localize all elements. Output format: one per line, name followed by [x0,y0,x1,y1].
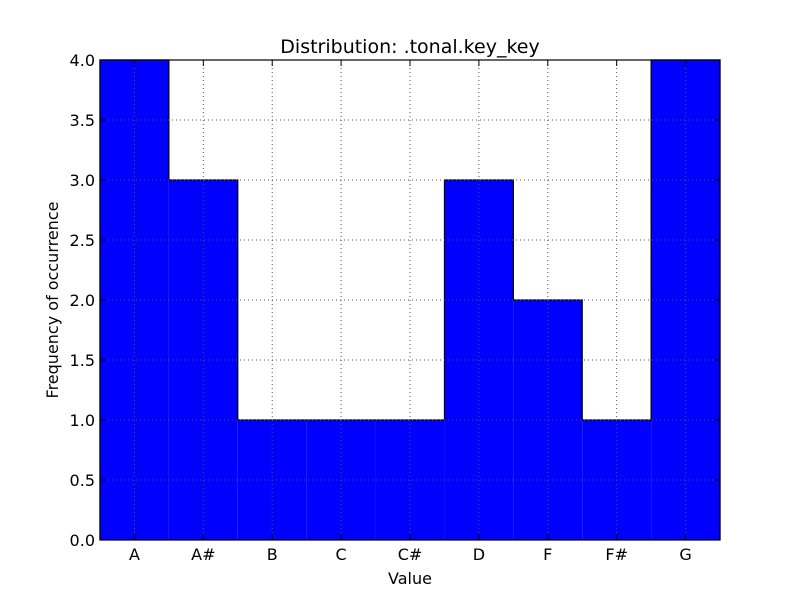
y-tick-label: 1.0 [70,411,95,430]
y-tick-label: 3.0 [70,171,95,190]
x-tick-label: C [336,545,347,564]
x-tick-label: C# [398,545,423,564]
x-tick-label: D [473,545,485,564]
x-tick-label: G [679,545,691,564]
y-tick-label: 3.5 [70,111,95,130]
plot-area: 0.0 0.5 1.0 1.5 2.0 2.5 3.0 3.5 4.0 A A# B C C# D F F# G [70,51,721,564]
x-tick-label: B [267,545,278,564]
x-axis-title: Value [388,569,432,588]
y-axis-title: Frequency of occurrence [43,202,62,399]
x-tick-label: A# [191,545,215,564]
y-tick-label: 0.0 [70,531,95,550]
chart-title: Distribution: .tonal.key_key [280,36,539,58]
x-tick-label: F# [605,545,628,564]
y-tick-label: 1.5 [70,351,95,370]
y-tick-label: 0.5 [70,471,95,490]
x-tick-label: F [543,545,552,564]
x-tick-label: A [129,545,140,564]
y-tick-label: 2.5 [70,231,95,250]
y-tick-label: 2.0 [70,291,95,310]
y-tick-label: 4.0 [70,51,95,70]
